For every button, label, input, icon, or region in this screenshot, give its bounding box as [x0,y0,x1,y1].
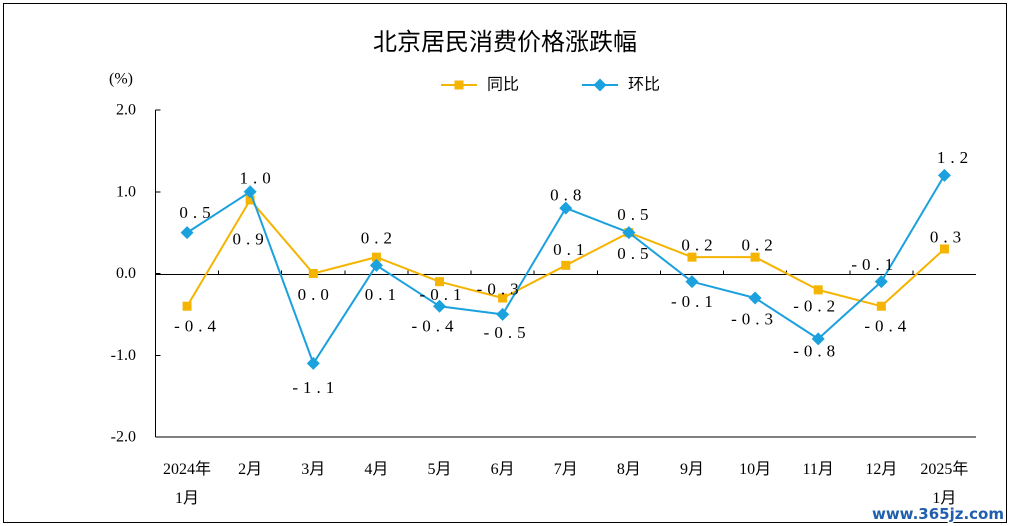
legend-item-1: 环比 [582,76,660,94]
x-tick-label: 2024年 1月 [163,460,211,507]
y-tick-label: 2.0 [116,102,136,119]
series-0-point [939,244,949,254]
series-1-point [559,201,573,215]
y-tick-label: 0.0 [116,265,136,282]
plot-area: 2.0 1.0 0.0 -1.0 -2.0 2024年 1月 2月 3月 4月 5月 6月 7月 8月 9月… [111,102,976,507]
legend-marker-0 [454,80,464,90]
series-0-data-label: -0.1 [420,285,467,304]
series-0-point [245,195,255,205]
x-tick-label-line: 1月 [175,490,199,507]
axes: 2.0 1.0 0.0 -1.0 -2.0 2024年 1月 2月 3月 4月 5月 6月 7月 8月 9月… [111,102,976,507]
series-1-point [180,226,194,240]
y-axis-unit-label: (%) [109,71,133,88]
legend-item-0: 同比 [441,76,519,94]
series-1-point [306,356,320,370]
x-tick-label-line: 1月 [932,490,956,507]
series-1-point [622,226,636,240]
legend: 同比 环比 [441,76,660,94]
series-0-point [435,277,445,287]
x-tick-label: 2025年 1月 [920,460,968,507]
series-1-point [685,275,699,289]
series-0-point [561,260,571,270]
x-tick-label: 8月 [617,461,641,478]
series-0-point [687,252,697,262]
series-0-point [182,301,192,311]
y-tick-label: -1.0 [111,347,136,364]
series-0 [182,195,949,311]
series-0-data-label: -0.4 [864,317,911,336]
series-0-data-label: -0.4 [174,317,221,336]
x-tick-label-line: 2025年 [920,460,968,478]
legend-marker-1 [593,78,607,92]
series-1-data-label: 0.1 [365,285,401,304]
x-tick-label: 10月 [739,461,771,478]
series-1-point [811,332,825,346]
x-tick-label: 2月 [238,461,262,478]
x-tick-label: 3月 [301,461,325,478]
series-1-data-label: -0.5 [484,323,531,342]
series-0-data-label: 0.9 [233,229,269,248]
series-1-data-label: -0.8 [793,341,840,360]
series-0-data-label: 0.1 [553,240,589,259]
series-0-data-label: 0.0 [298,285,334,304]
series-1-point [369,258,383,272]
series-1-data-label: 0.5 [617,205,653,224]
chart-title: 北京居民消费价格涨跌幅 [373,29,637,56]
series-1-data-label: 0.5 [179,203,215,222]
series-1-point [243,185,257,199]
x-tick-label: 12月 [865,461,897,478]
legend-label-1: 环比 [628,76,660,94]
series-1-data-label: -0.1 [851,255,898,274]
series-1-data-label: 1.0 [240,168,276,187]
series-0-point [876,301,886,311]
series-0-data-label: 0.2 [361,229,397,248]
series-1-data-label: -0.4 [412,317,459,336]
series-0-data-label: 0.2 [681,236,717,255]
series-0-point [371,252,381,262]
y-tick-label: 1.0 [116,183,136,200]
series-0-data-label: 0.3 [930,227,966,246]
series-1-data-label: 1.2 [937,148,973,167]
x-tick-label: 9月 [680,461,704,478]
series-1-data-labels: 0.51.0-1.10.1-0.4 -0.50.80.5-0.1-0.3-0.8-… [179,148,973,397]
series-0-data-labels: -0.4 0.9 0.0 0.2 -0.1 -0.3 0.1 0.5 0.2 0.2 -0.2 -0.… [174,227,966,336]
series-0-point [308,269,318,278]
series-0-data-label: 0.2 [741,236,777,255]
x-tick-label: 4月 [364,461,388,478]
x-tick-label-line: 2024年 [163,460,211,478]
series-1-point [937,168,951,182]
x-tick-label: 7月 [554,461,578,478]
series-0-data-label: 0.5 [617,244,653,263]
series-1-point [496,307,510,321]
series-1-point [433,299,447,313]
series-0-point [750,252,760,262]
series-1 [180,168,951,370]
x-tick-label: 5月 [428,461,452,478]
series-0-point [498,293,508,303]
y-tick-label: -2.0 [111,429,136,446]
x-tick-label: 11月 [803,461,834,478]
x-tick-label: 6月 [491,461,515,478]
series-1-data-label: -0.3 [731,310,778,329]
watermark: www.365jz.com [872,505,1004,523]
series-0-data-label: -0.3 [477,280,524,299]
series-1-point [874,275,888,289]
series-1-data-label: 0.8 [550,186,586,205]
series-0-data-label: -0.2 [793,296,840,315]
series-1-data-label: -0.1 [671,292,718,311]
series-1-point [748,291,762,305]
series-1-data-label: -1.1 [292,378,339,397]
series-0-point [813,285,823,295]
chart-frame [3,3,1007,523]
legend-label-0: 同比 [487,76,519,94]
